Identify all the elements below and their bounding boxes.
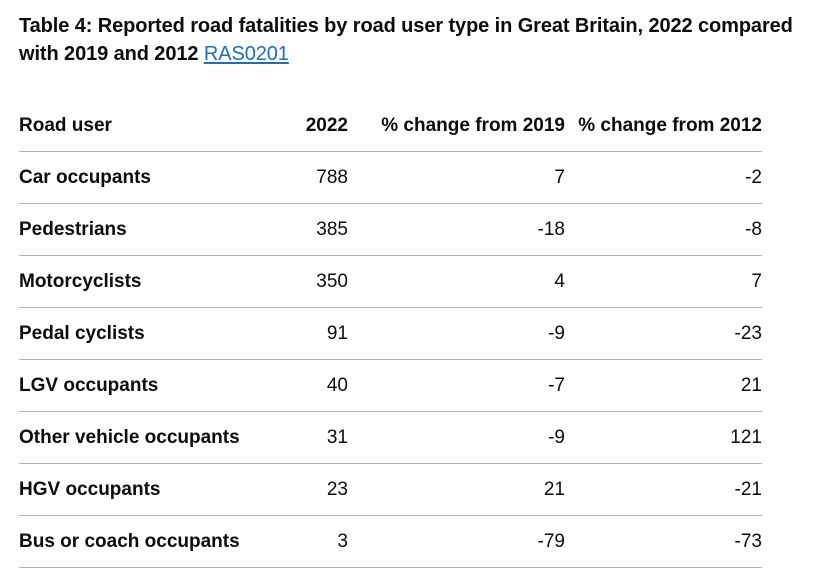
change-2012-cell: -2 — [565, 151, 762, 204]
table-row: Bus or coach occupants 3 -79 -73 — [19, 515, 762, 568]
road-user-cell: HGV occupants — [19, 463, 276, 516]
table-row: Other vehicle occupants 31 -9 121 — [19, 411, 762, 464]
road-user-cell: Pedestrians — [19, 203, 276, 256]
value-2022-cell: 350 — [276, 255, 348, 308]
header-road-user: Road user — [19, 100, 276, 152]
change-2012-cell: -23 — [565, 307, 762, 360]
table-row: Pedestrians 385 -18 -8 — [19, 203, 762, 256]
change-2012-cell: 121 — [565, 411, 762, 464]
change-2012-cell: 7 — [565, 255, 762, 308]
road-user-cell: Car occupants — [19, 151, 276, 204]
road-user-cell: LGV occupants — [19, 359, 276, 412]
road-user-cell: Bus or coach occupants — [19, 515, 276, 568]
road-user-cell: Pedal cyclists — [19, 307, 276, 360]
table-row: Pedal cyclists 91 -9 -23 — [19, 307, 762, 360]
change-2019-cell: 21 — [348, 463, 565, 516]
table-row: HGV occupants 23 21 -21 — [19, 463, 762, 516]
ras0201-link[interactable]: RAS0201 — [203, 43, 289, 65]
value-2022-cell: 788 — [276, 151, 348, 204]
change-2019-cell: -9 — [348, 307, 565, 360]
table-row: Motorcyclists 350 4 7 — [19, 255, 762, 308]
change-2019-cell: -18 — [348, 203, 565, 256]
change-2019-cell: -7 — [348, 359, 565, 412]
value-2022-cell: 23 — [276, 463, 348, 516]
caption-title: Table 4: Reported road fatalities by roa… — [19, 15, 793, 65]
change-2019-cell: 7 — [348, 151, 565, 204]
table-row: Car occupants 788 7 -2 — [19, 151, 762, 204]
change-2019-cell: 4 — [348, 255, 565, 308]
table-header-row: Road user 2022 % change from 2019 % chan… — [19, 100, 762, 152]
value-2022-cell: 91 — [276, 307, 348, 360]
header-change-2019: % change from 2019 — [348, 100, 565, 152]
change-2019-cell: -9 — [348, 411, 565, 464]
change-2019-cell: -79 — [348, 515, 565, 568]
road-user-cell: Other vehicle occupants — [19, 411, 276, 464]
change-2012-cell: 21 — [565, 359, 762, 412]
value-2022-cell: 31 — [276, 411, 348, 464]
change-2012-cell: -21 — [565, 463, 762, 516]
value-2022-cell: 385 — [276, 203, 348, 256]
road-user-cell: Motorcyclists — [19, 255, 276, 308]
fatalities-table: Road user 2022 % change from 2019 % chan… — [19, 100, 762, 568]
value-2022-cell: 3 — [276, 515, 348, 568]
change-2012-cell: -8 — [565, 203, 762, 256]
table-caption: Table 4: Reported road fatalities by roa… — [19, 12, 819, 68]
change-2012-cell: -73 — [565, 515, 762, 568]
table-row: LGV occupants 40 -7 21 — [19, 359, 762, 412]
value-2022-cell: 40 — [276, 359, 348, 412]
header-change-2012: % change from 2012 — [565, 100, 762, 152]
header-2022: 2022 — [276, 100, 348, 152]
